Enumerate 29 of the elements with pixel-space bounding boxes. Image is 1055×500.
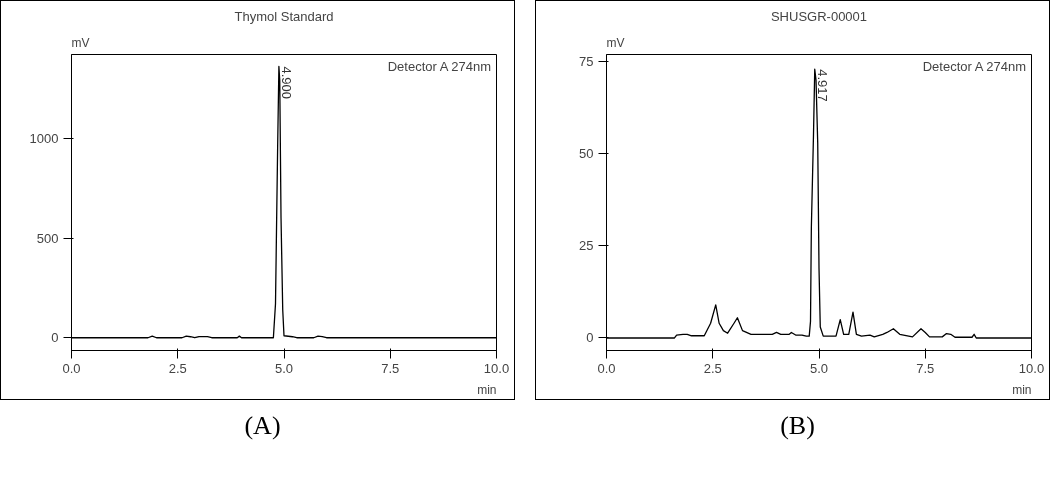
annotation: 4.900 (279, 66, 295, 100)
text: (B) (780, 410, 815, 442)
y-tick-label: 0 (586, 330, 594, 346)
text: (A) (244, 410, 281, 442)
x-tick-label: 10.0 (483, 360, 510, 376)
y-tick-label: 500 (36, 230, 59, 246)
y-tick-label: 75 (579, 54, 594, 70)
x-tick-label: 7.5 (916, 360, 935, 376)
y-tick-label: 1000 (29, 130, 59, 146)
annotation: Detector A 274nm (922, 58, 1027, 74)
x-tick-label: 10.0 (1018, 360, 1045, 376)
x-tick-label: 5.0 (809, 360, 829, 376)
x-tick-label: 0.0 (62, 360, 81, 376)
x-axis-title: min (1012, 382, 1032, 397)
y-axis-title: mV (606, 35, 625, 50)
y-tick-label: 25 (579, 238, 594, 254)
y-tick-label: 50 (579, 146, 594, 162)
x-tick-label: 0.0 (597, 360, 616, 376)
annotation: 4.917 (815, 69, 831, 102)
chart-title: SHUSGR-00001 (770, 8, 868, 24)
annotation: Detector A 274nm (387, 58, 492, 74)
x-tick-label: 2.5 (703, 360, 722, 376)
chart-title: Thymol Standard (234, 8, 334, 24)
y-tick-label: 0 (51, 330, 59, 346)
x-tick-label: 2.5 (168, 360, 187, 376)
x-tick-label: 7.5 (381, 360, 400, 376)
y-axis-title: mV (71, 35, 90, 50)
x-tick-label: 5.0 (274, 360, 294, 376)
x-axis-title: min (477, 382, 497, 397)
